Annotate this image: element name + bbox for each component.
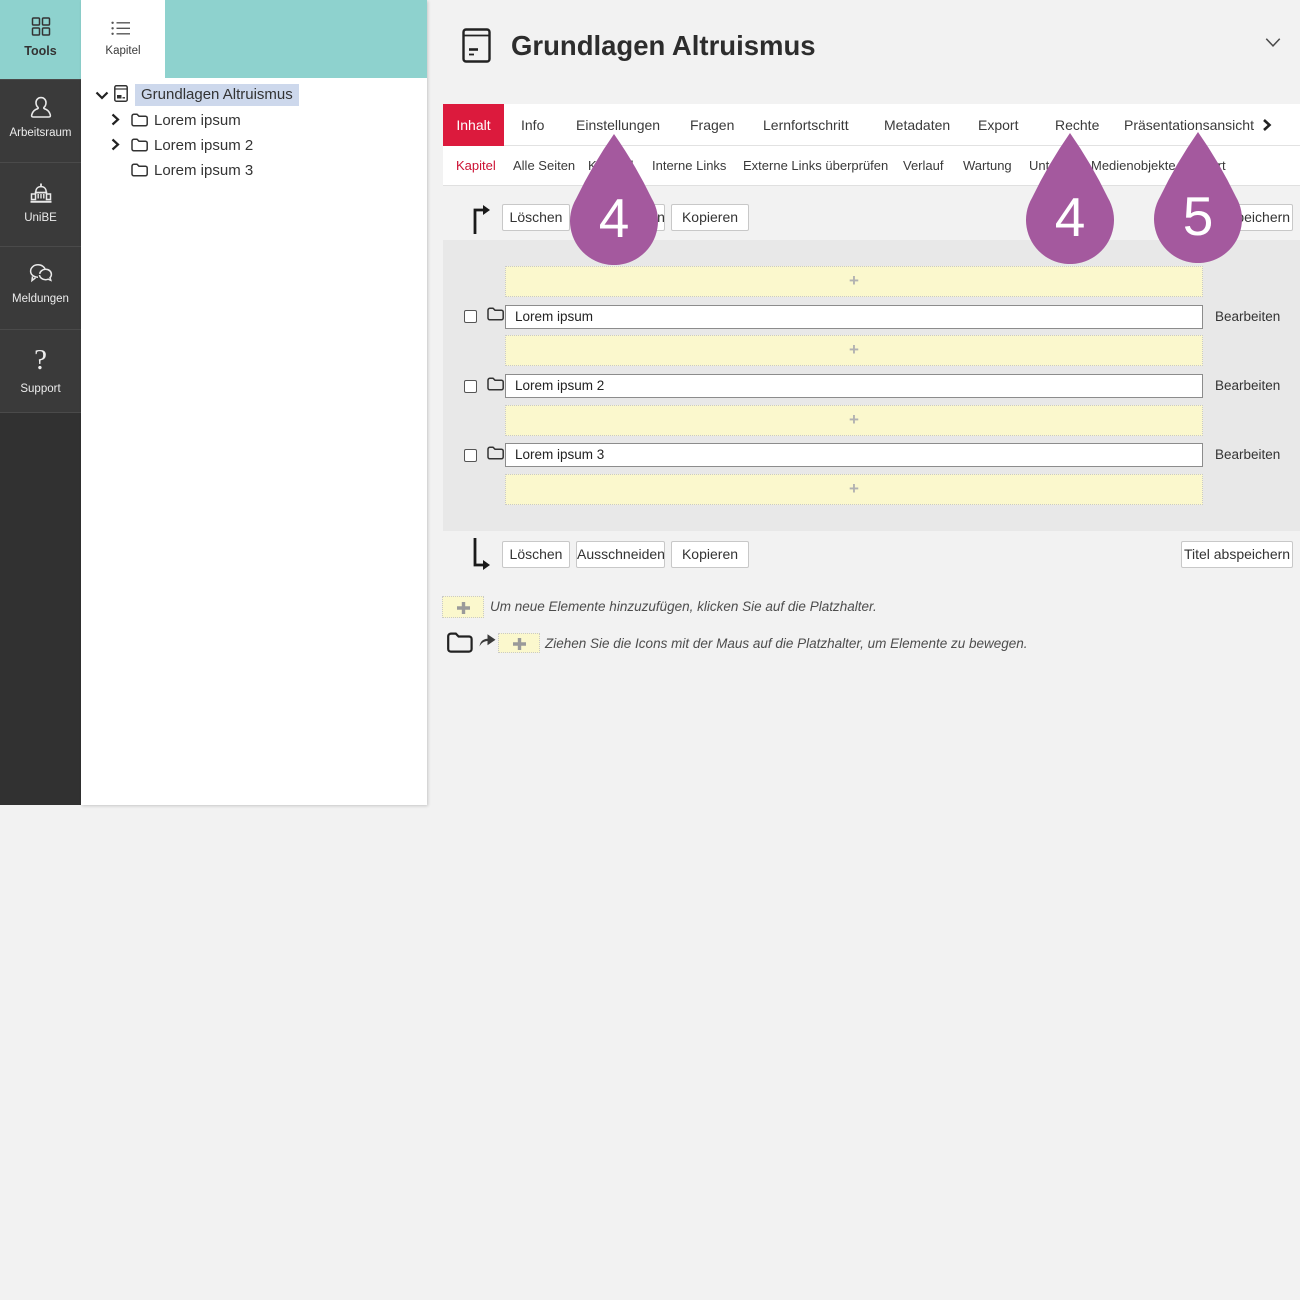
svg-text:4: 4 [1055,186,1086,248]
svg-text:5: 5 [1183,185,1214,247]
svg-text:4: 4 [599,187,630,249]
